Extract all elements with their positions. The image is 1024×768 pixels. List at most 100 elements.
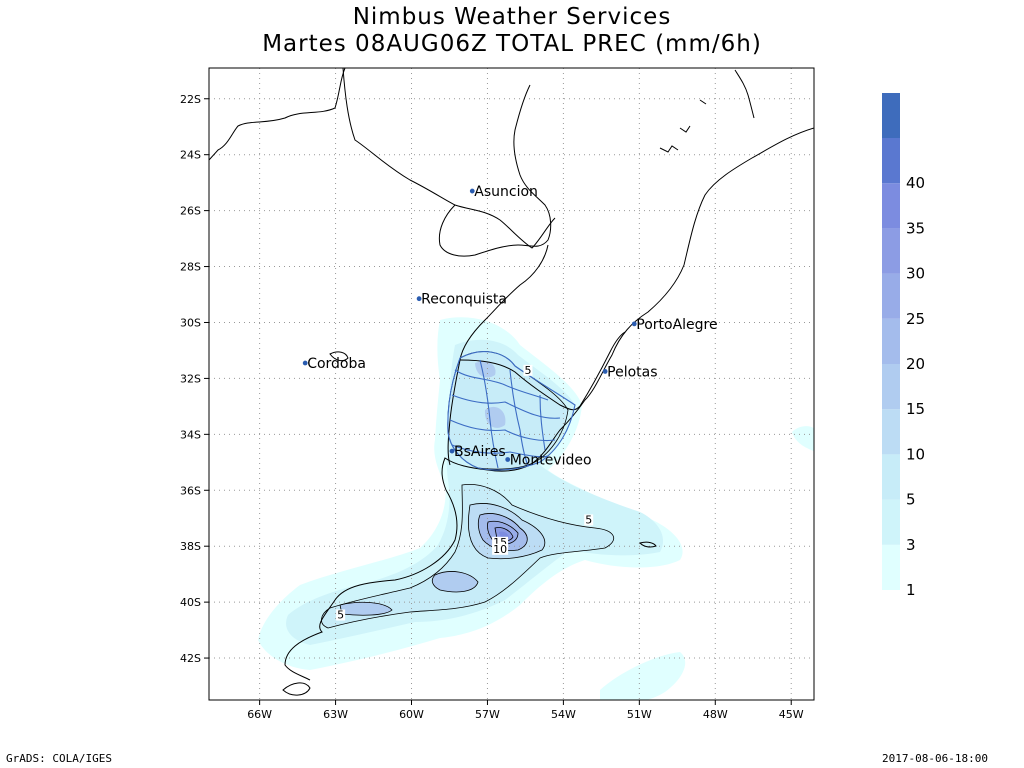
colorbar-swatch <box>882 318 900 364</box>
colorbar-label: 10 <box>906 445 925 463</box>
city-dot <box>449 448 455 454</box>
city-label: Cordoba <box>307 356 366 372</box>
border-uruguay-brazil <box>459 359 581 411</box>
border-paraguay-east <box>438 84 552 257</box>
contour-label-bg <box>492 543 509 555</box>
lake-south <box>639 541 657 548</box>
city-dot <box>302 360 308 366</box>
admin-boundaries <box>447 351 576 471</box>
uruguay-dept-line-6 <box>509 369 529 467</box>
city-markers: Asuncion Reconquista PortoAlegre Cordoba Pel… <box>302 184 718 469</box>
colorbar-swatch <box>882 138 900 184</box>
colorbar-label: 35 <box>906 219 925 237</box>
lon-tick-label: 60W <box>399 708 424 721</box>
lat-tick-label: 32S <box>180 372 201 385</box>
lat-tick-label: 22S <box>180 93 201 106</box>
city-dot <box>505 457 511 462</box>
colorbar-label: 30 <box>906 265 925 283</box>
city-dot <box>416 296 422 302</box>
colorbar-swatch <box>882 183 900 229</box>
city-dot <box>602 369 608 374</box>
coastline-patagonia <box>284 489 458 681</box>
lat-tick-label: 24S <box>180 149 201 162</box>
city-label: PortoAlegre <box>636 317 717 333</box>
uruguay-dept-line-7 <box>539 394 546 451</box>
colorbar-label: 1 <box>906 581 916 599</box>
lon-tick-label: 66W <box>247 708 272 721</box>
precip-area-5mm-south <box>321 484 614 628</box>
colorbar-label: 40 <box>906 174 925 192</box>
map-frame <box>208 67 815 701</box>
contour-label: 10 <box>493 543 507 556</box>
lat-tick-label: 42S <box>180 652 201 665</box>
contour-10mm-b <box>431 571 479 593</box>
tierra-fuego <box>282 682 311 696</box>
city-label: Montevideo <box>510 453 592 469</box>
lake-patos <box>579 331 626 407</box>
contour-15mm <box>477 513 528 551</box>
colorbar-swatch-top <box>882 93 900 138</box>
contour-20mm <box>487 520 519 545</box>
coastlines-and-borders <box>209 68 814 696</box>
map-axes: 66W 63W 60W 57W 54W 51W 48W 45W 22S 24S 26S 28S 30S 3… <box>180 93 804 721</box>
city-label: BsAires <box>454 444 506 460</box>
uruguay-dept-line-4 <box>451 444 549 458</box>
contour-label-bg <box>523 364 533 376</box>
contour-label-bg <box>584 514 594 526</box>
colorbar-swatch <box>882 454 900 500</box>
precip-area-10mm-b <box>432 571 478 592</box>
city-label: Asuncion <box>474 184 538 200</box>
island-coast-2 <box>659 145 679 153</box>
city-dot <box>631 321 637 327</box>
precip-area-10mm-d <box>475 361 496 378</box>
lon-tick-label: 63W <box>323 708 348 721</box>
lon-tick-label: 57W <box>475 708 500 721</box>
map-subtitle: Martes 08AUG06Z TOTAL PREC (mm/6h) <box>262 31 762 57</box>
precip-area-1mm-east <box>792 426 814 452</box>
island-coast-4 <box>699 99 707 105</box>
footer-credit: GrADS: COLA/IGES <box>6 752 112 765</box>
colorbar-swatch <box>882 499 900 545</box>
city-label: Reconquista <box>421 292 507 308</box>
footer-timestamp: 2017-08-06-18:00 <box>882 752 988 765</box>
uruguay-dept-line-1 <box>454 369 549 401</box>
city-dot <box>469 188 475 194</box>
lat-tick-label: 28S <box>180 261 201 274</box>
river-parana <box>209 68 346 161</box>
colorbar-label: 25 <box>906 310 925 328</box>
lon-tick-label: 54W <box>551 708 576 721</box>
border-paraguay <box>342 68 556 249</box>
contour-label: 5 <box>524 364 531 377</box>
colorbar-label: 5 <box>906 491 916 509</box>
island-coast-1 <box>734 69 755 119</box>
colorbar-swatch <box>882 228 900 274</box>
contour-10mm <box>468 503 546 560</box>
map-title: Nimbus Weather Services <box>352 4 672 30</box>
map-grid <box>209 68 814 700</box>
colorbar-label: 3 <box>906 536 916 554</box>
colorbar-label: 15 <box>906 400 925 418</box>
lat-tick-label: 38S <box>180 540 201 553</box>
city-label: Pelotas <box>607 364 657 380</box>
lat-tick-label: 34S <box>180 428 201 441</box>
contour-label: 5 <box>337 609 344 622</box>
colorbar-swatch <box>882 544 900 590</box>
lat-tick-label: 30S <box>180 316 201 329</box>
contour-label-bg <box>336 609 346 621</box>
contour-label: 5 <box>585 513 592 526</box>
lake-cordoba <box>329 351 349 362</box>
uruguay-dept-line-5 <box>479 359 499 469</box>
uruguay-dept-line-3 <box>449 419 556 442</box>
contour-label-bg <box>492 536 509 548</box>
contour-5mm-south <box>321 483 615 629</box>
colorbar-label: 20 <box>906 355 925 373</box>
contour-10mm-c <box>339 601 393 616</box>
colorbar-swatch <box>882 273 900 319</box>
precip-area-10mm-c <box>340 602 392 616</box>
uruguay-border <box>447 351 576 471</box>
precip-area-1mm-south <box>600 652 686 700</box>
lon-tick-label: 51W <box>627 708 652 721</box>
